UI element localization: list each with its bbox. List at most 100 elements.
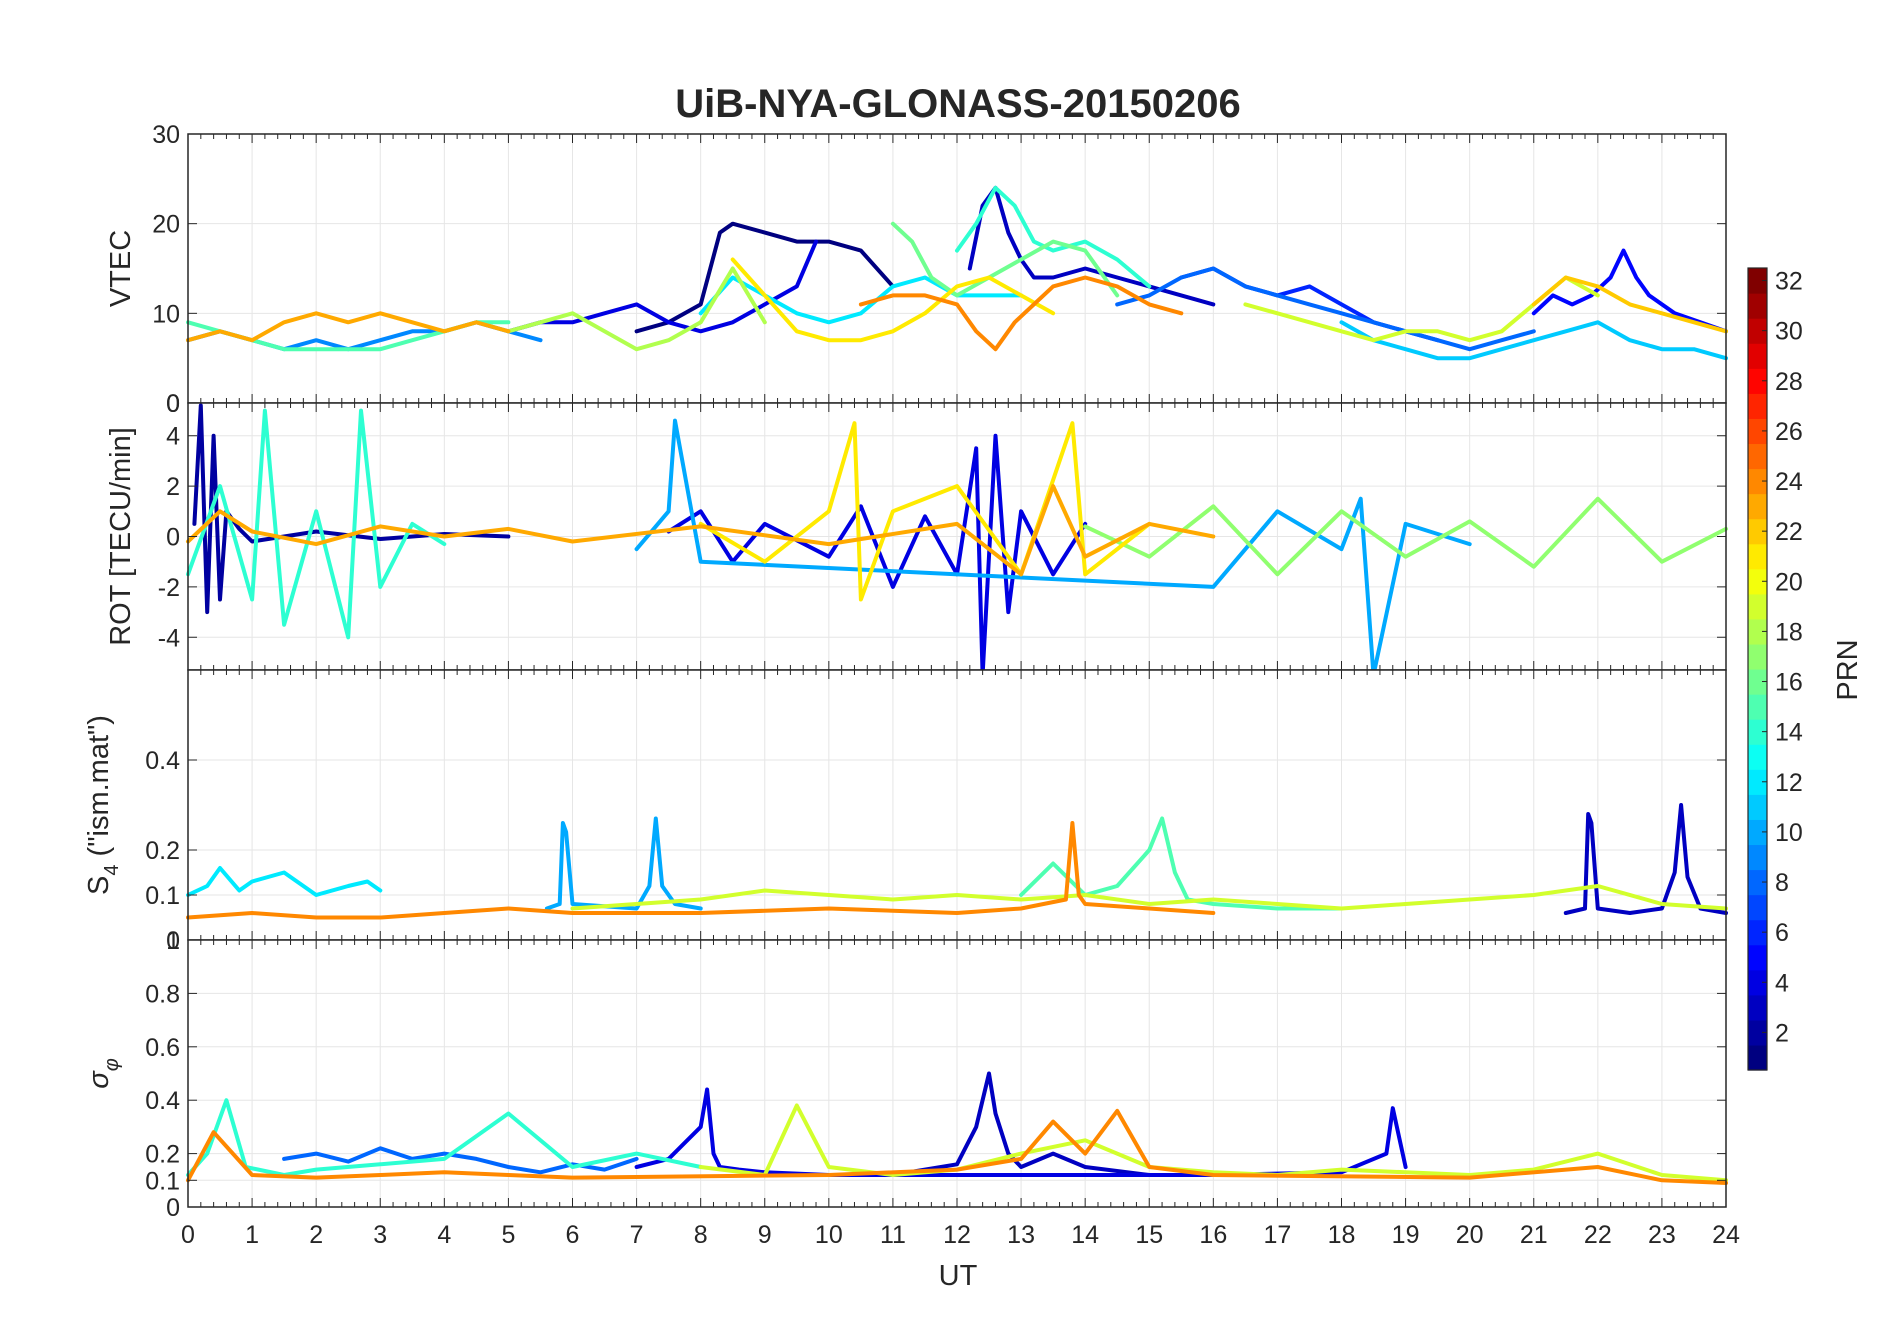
y-tick-label: 0.1 <box>145 1167 180 1195</box>
colorbar-tick-label: 24 <box>1775 468 1803 496</box>
x-tick-label: 4 <box>437 1221 451 1249</box>
series-line-prn-14 <box>186 408 447 640</box>
colorbar-swatch <box>1748 819 1767 846</box>
x-tick-label: 0 <box>181 1221 195 1249</box>
panel-2: -4 -2 0 2 4 0 ROT [TECU/min] <box>105 390 1728 677</box>
x-tick-label: 1 <box>245 1221 259 1249</box>
colorbar-tick-label: 32 <box>1775 268 1803 296</box>
x-tick-label: 6 <box>566 1221 580 1249</box>
x-tick-label: 10 <box>815 1221 843 1249</box>
y-tick-label: -2 <box>158 574 180 602</box>
x-tick-label: 12 <box>943 1221 971 1249</box>
x-tick-label: 23 <box>1648 1221 1676 1249</box>
y-axis-label-subscript: φ <box>101 1058 123 1071</box>
series-line-prn-5 <box>1531 248 1728 334</box>
y-axis-label: ROT [TECU/min] <box>105 427 137 646</box>
series-line-prn-3 <box>890 1071 1152 1177</box>
x-tick-label: 9 <box>758 1221 772 1249</box>
y-tick-label: 0.4 <box>145 1087 180 1115</box>
colorbar-swatch <box>1748 944 1767 971</box>
colorbar-swatch <box>1748 293 1767 319</box>
panel-3: 0 0.1 0.2 0.4 1 S4 ("ism.mat") <box>83 669 1728 955</box>
y-tick-label: 10 <box>152 300 180 328</box>
x-tick-label: 15 <box>1135 1221 1163 1249</box>
colorbar-swatch <box>1748 744 1767 770</box>
colorbar-swatch <box>1748 769 1767 795</box>
colorbar-tick-label: 4 <box>1775 969 1789 997</box>
series-line-prn-14 <box>955 185 1152 289</box>
colorbar-swatch <box>1748 543 1767 570</box>
y-tick-label: 20 <box>152 211 180 239</box>
y-tick-label: 2 <box>166 473 180 501</box>
x-tick-label: 2 <box>309 1221 323 1249</box>
colorbar-label: PRN <box>1832 639 1864 700</box>
y-tick-label: 4 <box>166 423 180 451</box>
series-line-prn-15 <box>1019 816 1344 911</box>
series-line-prn-24 <box>858 275 1184 352</box>
colorbar-tick-label: 20 <box>1775 568 1803 596</box>
x-tick-label: 5 <box>501 1221 515 1249</box>
colorbar-swatch <box>1748 1044 1767 1071</box>
y-axis-label-subscript: 4 <box>101 865 123 876</box>
series-line-prn-12 <box>698 275 1024 325</box>
colorbar-tick-label: 16 <box>1775 669 1803 697</box>
panel-1: 0 10 20 30 VTEC <box>105 121 1728 418</box>
series-line-prn-24 <box>186 821 1216 920</box>
series-line-prn-24 <box>186 1108 1728 1185</box>
colorbar-swatch <box>1748 719 1767 745</box>
colorbar-swatch <box>1748 418 1767 445</box>
y-tick-label: 0.2 <box>145 837 180 865</box>
series-line-prn-21 <box>698 421 1152 602</box>
colorbar-swatch <box>1748 468 1767 495</box>
colorbar-swatch <box>1748 894 1767 921</box>
y-tick-label-top: 0 <box>166 390 180 418</box>
y-tick-label: 0.8 <box>145 980 180 1008</box>
series-line-prn-4 <box>666 433 1088 677</box>
series-line-prn-18 <box>506 266 767 352</box>
series-line-prn-19 <box>570 884 1728 911</box>
y-tick-label: -4 <box>158 624 180 652</box>
x-axis-label: UT <box>939 1260 978 1292</box>
colorbar-tick-label: 6 <box>1775 919 1789 947</box>
colorbar-tick-label: 30 <box>1775 318 1803 346</box>
y-tick-label: 0 <box>166 1194 180 1222</box>
x-tick-label: 19 <box>1392 1221 1420 1249</box>
colorbar-swatch <box>1748 869 1767 896</box>
colorbar-tick-label: 2 <box>1775 1019 1789 1047</box>
y-axis-label: σφ <box>83 1058 123 1089</box>
series-line-prn-11 <box>1339 320 1728 361</box>
x-tick-label: 21 <box>1520 1221 1548 1249</box>
colorbar-swatch <box>1748 443 1767 470</box>
colorbar-tick-label: 26 <box>1775 418 1803 446</box>
series-line-prn-10 <box>634 418 1472 677</box>
colorbar-tick-label: 12 <box>1775 769 1803 797</box>
series-line-prn-23 <box>186 311 511 343</box>
colorbar-tick-label: 22 <box>1775 518 1803 546</box>
series-line-prn-10 <box>544 816 703 911</box>
series-line-prn-23 <box>186 484 1216 577</box>
x-tick-label: 13 <box>1007 1221 1035 1249</box>
y-axis-label: S4 ("ism.mat") <box>83 715 123 895</box>
y-tick-label: 0 <box>166 390 180 418</box>
y-tick-label: 0 <box>166 927 180 955</box>
colorbar-swatch <box>1748 669 1767 695</box>
y-tick-label: 0.2 <box>145 1141 180 1169</box>
colorbar-swatch <box>1748 1019 1767 1046</box>
x-tick-label: 11 <box>880 1221 906 1249</box>
colorbar-swatch <box>1748 969 1767 996</box>
colorbar-swatch <box>1748 493 1767 520</box>
colorbar-tick-label: 18 <box>1775 618 1803 646</box>
colorbar-swatch <box>1748 518 1767 545</box>
series-line-prn-12 <box>186 866 383 897</box>
series-line-prn-8 <box>1115 266 1536 352</box>
colorbar-tick-label: 10 <box>1775 819 1803 847</box>
x-tick-label: 20 <box>1456 1221 1484 1249</box>
colorbar-swatch <box>1748 844 1767 871</box>
series-line-prn-3 <box>1563 803 1728 915</box>
series-line-prn-21 <box>730 257 1056 343</box>
y-tick-label-extra: 1 <box>166 927 180 955</box>
colorbar-swatch <box>1748 393 1767 419</box>
colorbar-tick-label: 28 <box>1775 368 1803 396</box>
